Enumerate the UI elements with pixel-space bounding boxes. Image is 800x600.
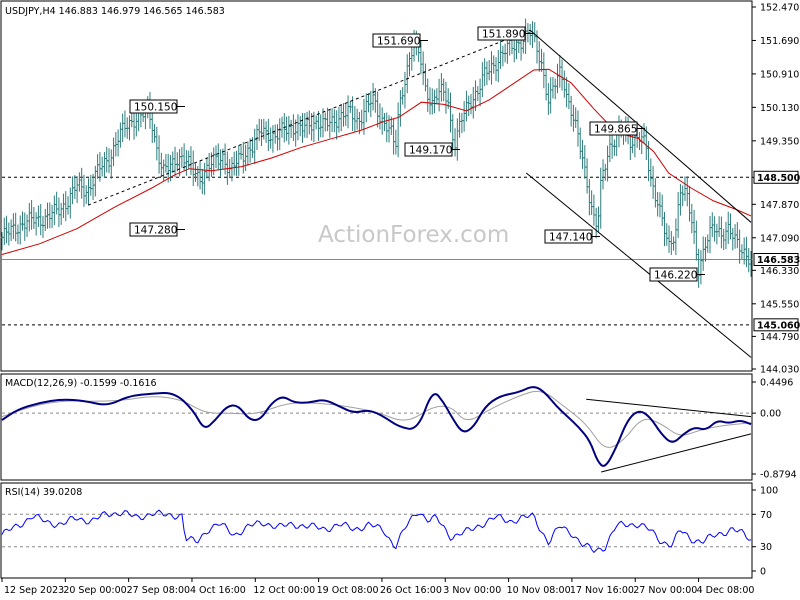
x-tick-label: 4 Oct 16:00 xyxy=(190,585,246,596)
rsi-tick-label: 30 xyxy=(760,542,772,553)
rsi-tick-label: 100 xyxy=(760,486,778,497)
price-callout: 150.150 xyxy=(129,99,185,114)
price-tick-label: 152.470 xyxy=(760,3,799,14)
rsi-y-axis: 100 70 30 0 xyxy=(752,486,778,578)
x-tick-label: 10 Nov 08:00 xyxy=(507,585,571,596)
rsi-header: RSI(14) 39.0208 xyxy=(5,487,82,498)
candle xyxy=(749,250,753,277)
x-tick-label: 4 Dec 08:00 xyxy=(697,585,755,596)
moving-average-line xyxy=(1,68,752,255)
price-callout: 151.690 xyxy=(372,33,428,48)
macd-tick-label: 0.4496 xyxy=(760,378,793,389)
callout-label: 149.170 xyxy=(409,145,452,157)
price-levels xyxy=(2,176,751,326)
price-tick-label: 146.330 xyxy=(760,266,799,277)
macd-trendline-0 xyxy=(586,398,752,418)
macd-y-axis: 0.4496 0.00 -0.8794 xyxy=(752,378,797,481)
price-callout: 149.865 xyxy=(589,121,645,136)
price-callout: 151.890 xyxy=(477,26,533,41)
x-tick-label: 20 Sep 00:00 xyxy=(63,585,126,596)
x-tick-label: 26 Oct 16:00 xyxy=(380,585,442,596)
callout-label: 151.890 xyxy=(482,29,525,41)
callout-label: 146.220 xyxy=(654,270,697,282)
price-tick-label: 149.350 xyxy=(760,136,799,147)
macd-line xyxy=(1,386,752,467)
rsi-levels xyxy=(2,513,751,548)
price-tick-label: 145.550 xyxy=(760,299,799,310)
price-panel: USDJPY,H4 146.883 146.979 146.565 146.58… xyxy=(0,0,753,372)
price-level-box: 145.060 xyxy=(753,318,800,332)
callout-label: 147.280 xyxy=(134,225,177,237)
price-callout: 147.140 xyxy=(544,229,600,244)
price-trendlines xyxy=(87,29,752,358)
trendline-1 xyxy=(529,29,752,223)
macd-tick-label: 0.00 xyxy=(760,409,781,420)
price-tick-label: 144.030 xyxy=(760,365,799,376)
x-tick-label: 27 Nov 00:00 xyxy=(633,585,697,596)
price-tick-label: 150.130 xyxy=(760,103,799,114)
watermark: ActionForex.com xyxy=(318,222,509,248)
x-axis: 12 Sep 2023 20 Sep 00:00 27 Sep 08:00 4 Oct… xyxy=(1,578,755,596)
price-level-box: 148.500 xyxy=(753,170,800,184)
rsi-line xyxy=(1,509,752,554)
price-candles xyxy=(0,18,753,288)
x-tick-label: 12 Sep 2023 xyxy=(4,585,64,596)
trendline-2 xyxy=(525,172,752,358)
price-callout: 146.220 xyxy=(649,267,705,282)
rsi-tick-label: 0 xyxy=(760,567,766,578)
rsi-tick-label: 70 xyxy=(760,510,772,521)
price-header: USDJPY,H4 146.883 146.979 146.565 146.58… xyxy=(5,6,225,17)
x-tick-label: 12 Oct 00:00 xyxy=(253,585,315,596)
price-level-label: 146.583 xyxy=(757,255,800,266)
price-tick-label: 150.910 xyxy=(760,69,799,80)
macd-trendline-1 xyxy=(601,433,752,473)
rsi-panel: RSI(14) 39.0208 xyxy=(0,482,753,579)
price-tick-label: 147.090 xyxy=(760,233,799,244)
callout-label: 149.865 xyxy=(594,124,637,136)
callout-label: 151.690 xyxy=(377,36,420,48)
price-level-label: 148.500 xyxy=(757,173,800,184)
macd-panel: MACD(12,26,9) -0.1599 -0.1616 xyxy=(0,373,753,481)
price-callout: 149.170 xyxy=(404,142,460,157)
x-tick-label: 17 Nov 16:00 xyxy=(570,585,634,596)
price-level-label: 145.060 xyxy=(757,320,800,331)
macd-signal-line xyxy=(1,390,752,448)
macd-tick-label: -0.8794 xyxy=(760,470,797,481)
price-level-box: 146.583 xyxy=(753,252,800,266)
trendline-0 xyxy=(87,29,531,206)
price-callouts: 150.150 147.280 151.690 149.170 151.890 149.8… xyxy=(129,26,705,282)
price-y-axis: 152.470 151.690 150.910 150.130 149.350 148.5… xyxy=(752,3,800,376)
price-callout: 147.280 xyxy=(129,222,185,237)
x-tick-label: 3 Nov 00:00 xyxy=(443,585,501,596)
callout-label: 147.140 xyxy=(549,232,592,244)
x-tick-label: 27 Sep 08:00 xyxy=(127,585,190,596)
x-tick-label: 19 Oct 08:00 xyxy=(317,585,379,596)
price-tick-label: 144.790 xyxy=(760,332,799,343)
macd-trendlines xyxy=(586,398,752,473)
callout-label: 150.150 xyxy=(134,102,177,114)
price-tick-label: 151.690 xyxy=(760,36,799,47)
price-tick-label: 147.870 xyxy=(760,200,799,211)
macd-header: MACD(12,26,9) -0.1599 -0.1616 xyxy=(5,378,157,389)
